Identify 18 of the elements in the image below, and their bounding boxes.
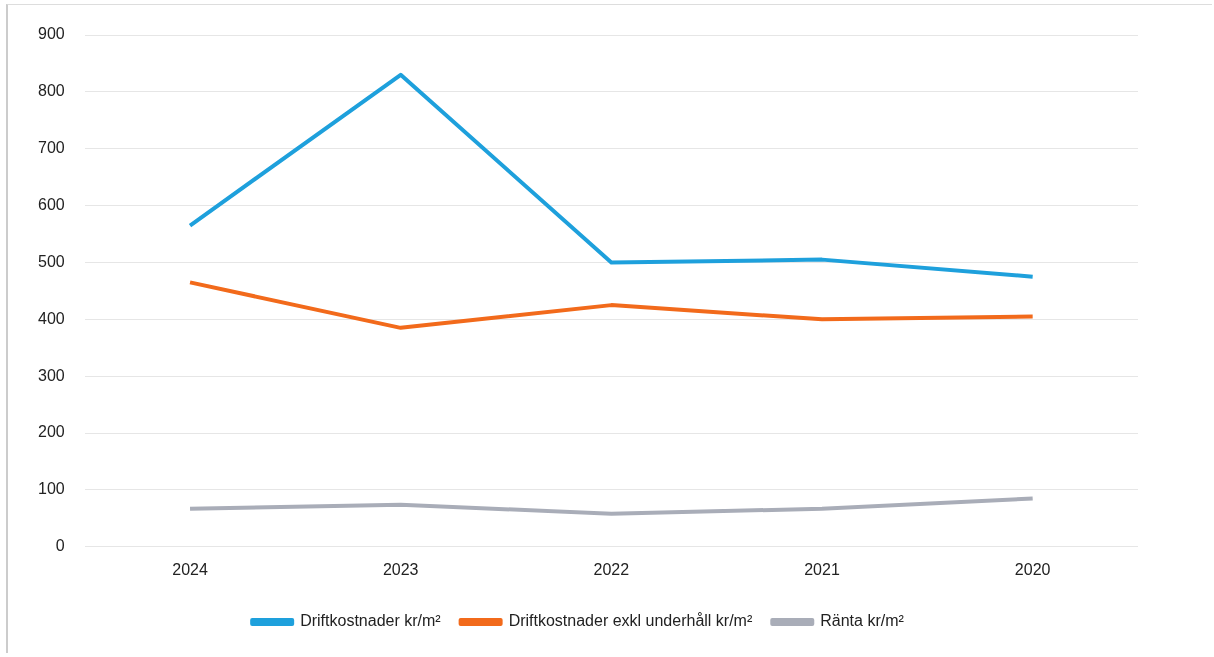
y-tick-label: 700 — [37, 139, 65, 157]
y-tick-label: 500 — [37, 252, 65, 270]
x-tick-label: 2021 — [804, 560, 840, 578]
y-tick-label: 0 — [55, 537, 65, 555]
y-tick-label: 200 — [37, 423, 65, 441]
legend-label: Ränta kr/m² — [820, 612, 905, 630]
y-tick-label: 900 — [37, 25, 65, 43]
y-tick-label: 800 — [37, 82, 65, 100]
y-tick-label: 300 — [37, 366, 65, 384]
legend-label: Driftkostnader exkl underhåll kr/m² — [508, 612, 753, 630]
x-tick-label: 2024 — [172, 560, 208, 578]
x-tick-label: 2023 — [382, 560, 419, 578]
y-tick-label: 600 — [37, 196, 65, 214]
x-tick-label: 2022 — [593, 560, 630, 578]
legend-label: Driftkostnader kr/m² — [300, 612, 442, 630]
y-tick-label: 400 — [37, 309, 65, 327]
y-tick-label: 100 — [37, 480, 65, 498]
x-tick-label: 2020 — [1014, 560, 1051, 578]
